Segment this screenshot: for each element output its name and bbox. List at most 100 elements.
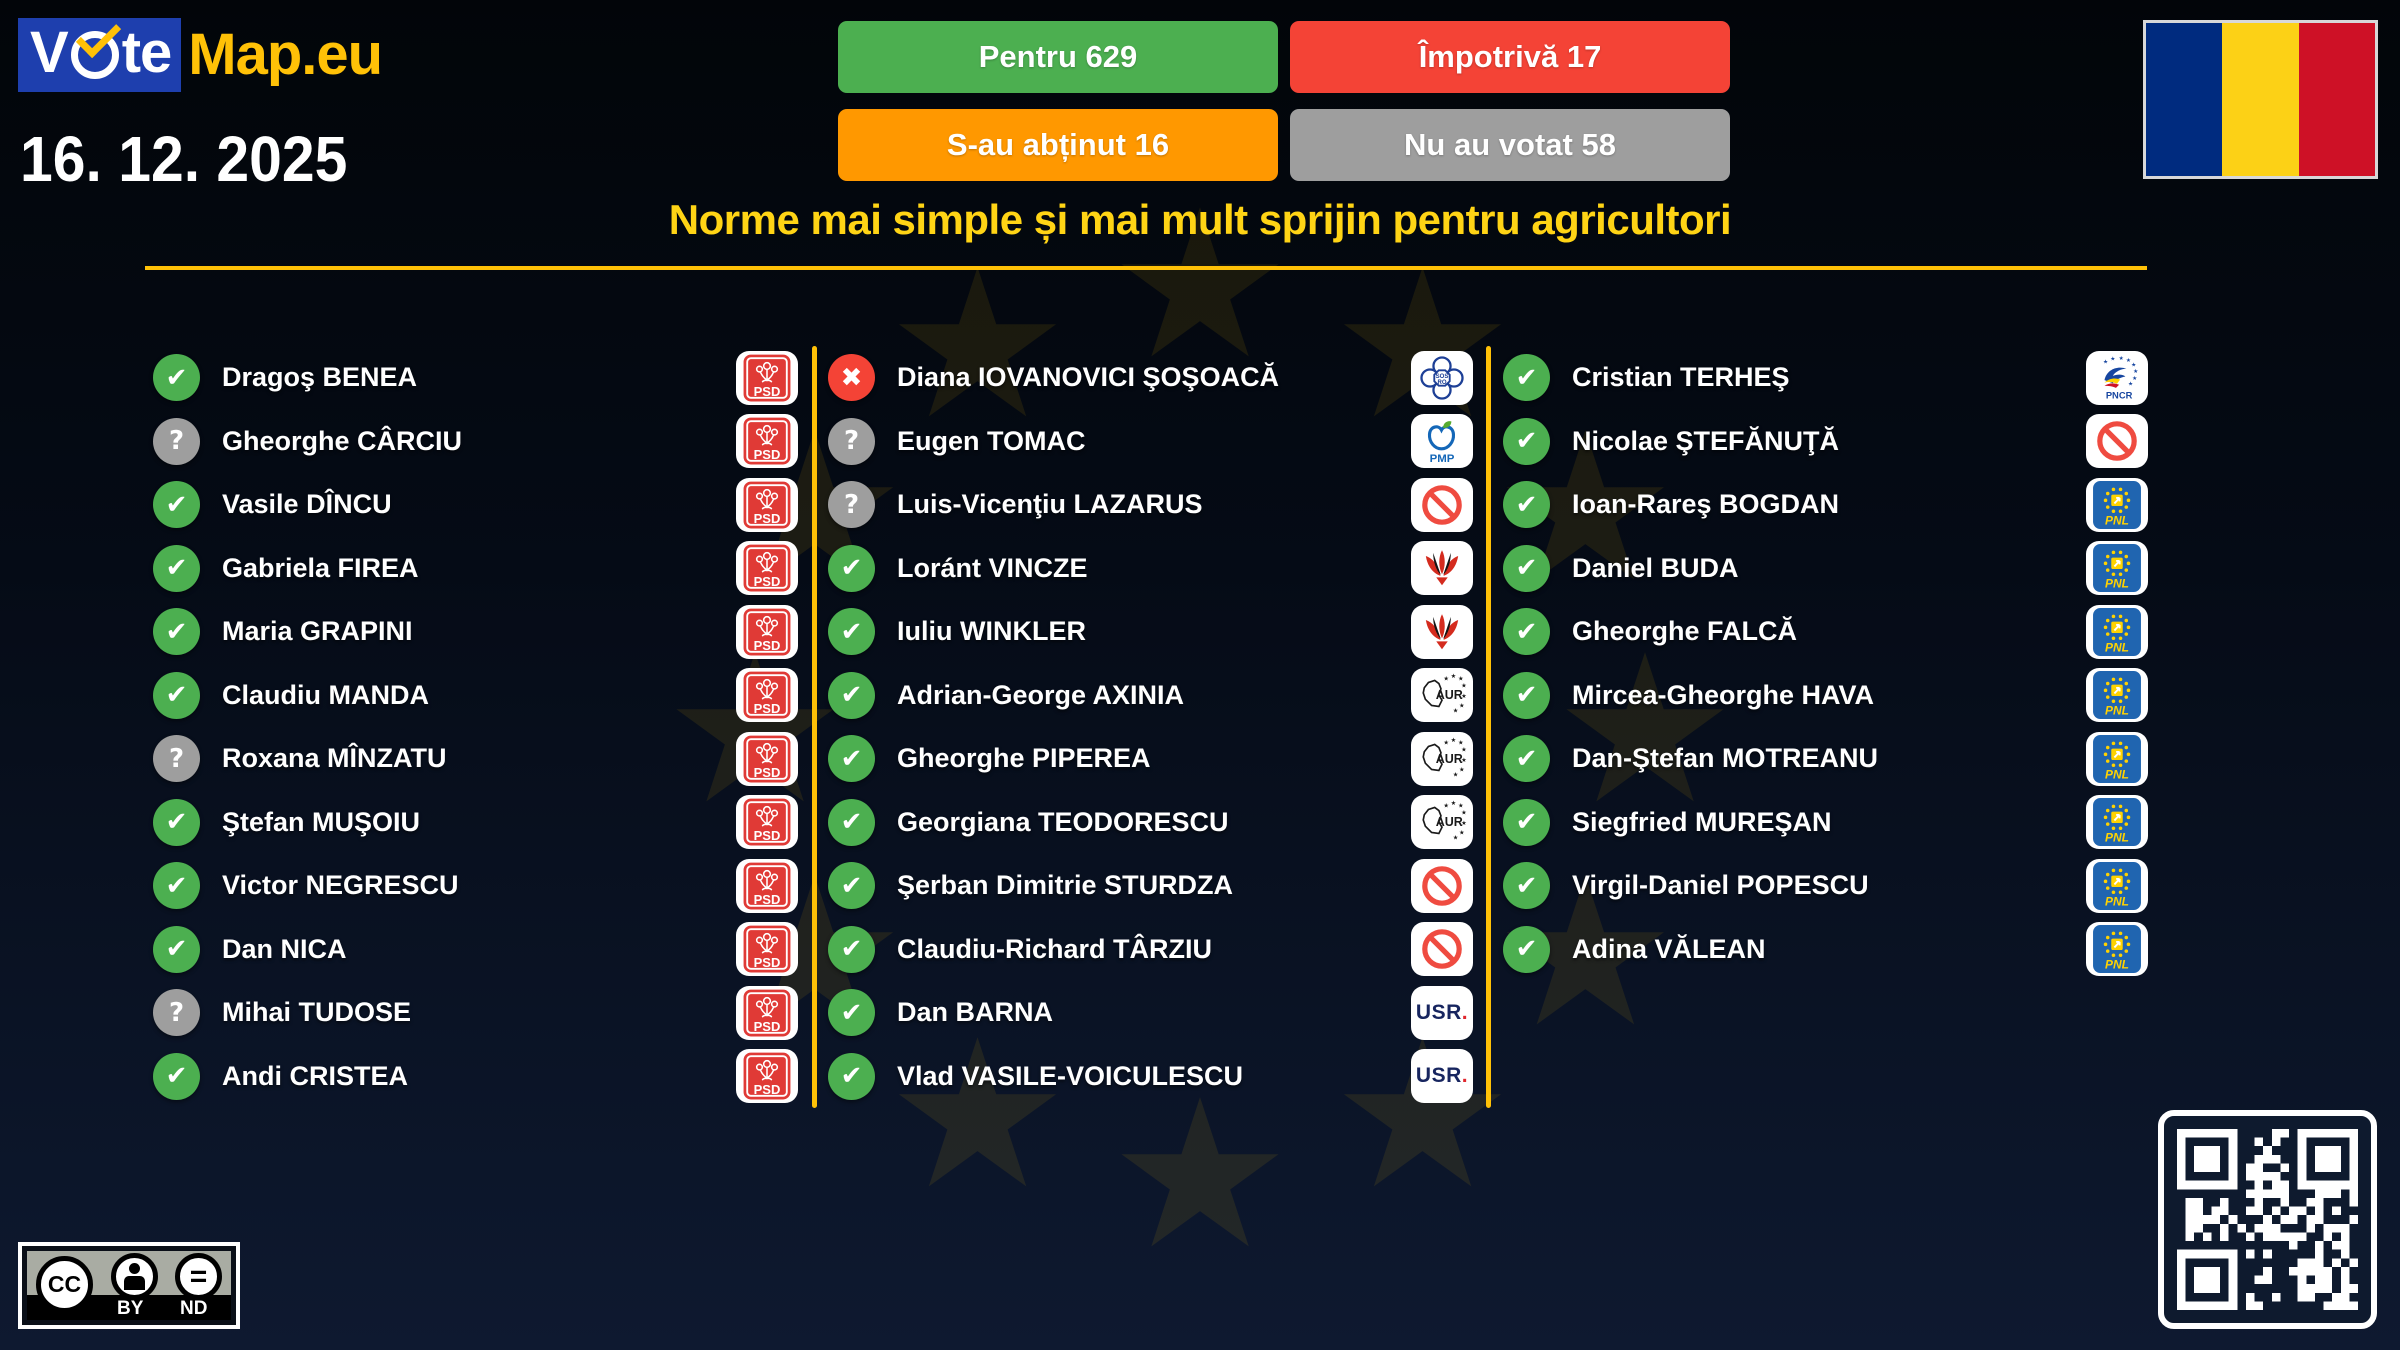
- member-row: ✔ Victor NEGRESCU PSD: [153, 854, 798, 918]
- member-row: ✖ Diana IOVANOVICI ŞOŞOACĂ SOS RO: [828, 346, 1473, 410]
- member-row: ✔ Dragoş BENEA PSD: [153, 346, 798, 410]
- svg-text:PSD: PSD: [754, 447, 781, 462]
- party-logo-udmr: [1411, 541, 1473, 596]
- vote-icon-pentru: ✔: [828, 544, 875, 592]
- summary-abtinut-button[interactable]: S-au abținut 16: [838, 109, 1278, 181]
- party-logo-pnl: PNL: [2086, 477, 2148, 532]
- summary-nuavotat-button[interactable]: Nu au votat 58: [1290, 109, 1730, 181]
- member-row: ✔ Ioan-Rareş BOGDAN PNL: [1503, 473, 2148, 537]
- member-row: ✔ Adrian-George AXINIA AUR ★ ★ ★ ★ ★ ★ ★: [828, 664, 1473, 728]
- party-logo-psd: PSD: [736, 731, 798, 786]
- vote-icon-pentru: ✔: [153, 671, 200, 719]
- svg-text:★: ★: [1461, 693, 1467, 700]
- svg-text:★: ★: [1451, 737, 1457, 744]
- member-name: Victor NEGRESCU: [222, 870, 459, 901]
- usr-logo-text: USR.: [1415, 1064, 1469, 1088]
- svg-text:PSD: PSD: [754, 955, 781, 970]
- svg-text:★: ★: [1451, 673, 1457, 680]
- svg-text:PNL: PNL: [2105, 640, 2129, 654]
- aur-logo-graphic: AUR ★ ★ ★ ★★★★: [1422, 800, 1467, 842]
- aur-logo-graphic: AUR ★ ★ ★ ★★★★: [1422, 737, 1467, 778]
- pnl-logo-graphic: PNL: [2093, 671, 2141, 720]
- party-logo-pnl: PNL: [2086, 731, 2148, 786]
- pnl-logo-graphic: PNL: [2093, 480, 2141, 529]
- vote-icon-pentru: ✔: [828, 735, 875, 783]
- svg-text:PMP: PMP: [1430, 453, 1455, 465]
- member-row: ✔ Virgil-Daniel POPESCU PNL: [1503, 854, 2148, 918]
- svg-text:★: ★: [1461, 820, 1467, 827]
- member-name: Andi CRISTEA: [222, 1060, 408, 1091]
- svg-text:AUR: AUR: [1436, 752, 1463, 766]
- member-row: ✔ Gheorghe FALCĂ PNL: [1503, 600, 2148, 664]
- pmp-logo-graphic: PMP: [1427, 421, 1456, 465]
- vote-icon-pentru: ✔: [828, 862, 875, 910]
- member-name: Virgil-Daniel POPESCU: [1572, 870, 1869, 901]
- summary-impotriva-button[interactable]: Împotrivă 17: [1290, 21, 1730, 93]
- psd-logo-graphic: PSD: [743, 989, 791, 1037]
- psd-logo-graphic: PSD: [743, 481, 791, 529]
- party-logo-pmp: PMP: [1411, 414, 1473, 469]
- cc-icon: CC: [36, 1256, 93, 1313]
- svg-text:SOS: SOS: [1436, 374, 1449, 380]
- svg-text:PSD: PSD: [754, 1019, 781, 1034]
- vote-summary: Pentru 629 Împotrivă 17 S-au abținut 16 …: [838, 21, 1730, 181]
- member-row: ? Mihai TUDOSE PSD: [153, 981, 798, 1045]
- party-logo-psd: PSD: [736, 477, 798, 532]
- checkmark-icon: [75, 12, 121, 59]
- member-name: Dan BARNA: [897, 997, 1054, 1028]
- party-logo-pnl: PNL: [2086, 668, 2148, 723]
- vote-icon-pentru: ✔: [1503, 417, 1550, 465]
- usr-logo-text: USR.: [1415, 1000, 1469, 1024]
- vote-icon-pentru: ✔: [1503, 798, 1550, 846]
- logo-text-map-eu: Map.eu: [188, 22, 383, 87]
- party-logo-psd: PSD: [736, 604, 798, 659]
- vote-icon-necunoscut: ?: [153, 989, 200, 1037]
- summary-pentru-button[interactable]: Pentru 629: [838, 21, 1278, 93]
- party-logo-aur: AUR ★ ★ ★ ★ ★ ★ ★: [1411, 668, 1473, 723]
- vote-icon-pentru: ✔: [1503, 481, 1550, 529]
- svg-text:★: ★: [1461, 810, 1467, 817]
- svg-text:PSD: PSD: [754, 765, 781, 780]
- member-name: Vlad VASILE-VOICULESCU: [897, 1060, 1244, 1091]
- member-name: Adina VĂLEAN: [1572, 933, 1766, 964]
- title-rule: [145, 266, 2147, 270]
- svg-text:★: ★: [2110, 355, 2115, 362]
- svg-text:★: ★: [2128, 380, 2133, 387]
- member-name: Dan NICA: [222, 933, 347, 964]
- member-name: Ştefan MUŞOIU: [222, 806, 421, 837]
- vote-icon-pentru: ✔: [153, 862, 200, 910]
- member-row: ✔ Georgiana TEODORESCU AUR ★ ★ ★ ★ ★ ★ ★: [828, 791, 1473, 855]
- psd-logo-graphic: PSD: [743, 608, 791, 656]
- member-name: Mihai TUDOSE: [222, 997, 412, 1028]
- vote-icon-pentru: ✔: [153, 544, 200, 592]
- no-party-graphic: [1422, 865, 1462, 906]
- vote-icon-pentru: ✔: [153, 925, 200, 973]
- vote-icon-pentru: ✔: [153, 798, 200, 846]
- party-logo-pnl: PNL: [2086, 795, 2148, 850]
- member-name: Dragoş BENEA: [222, 362, 418, 393]
- vote-icon-pentru: ✔: [828, 1052, 875, 1100]
- member-row: ? Eugen TOMAC PMP: [828, 410, 1473, 474]
- member-row: ✔ Gheorghe PIPEREA AUR ★ ★ ★ ★ ★ ★ ★: [828, 727, 1473, 791]
- party-logo-psd: PSD: [736, 541, 798, 596]
- svg-text:★: ★: [1459, 830, 1465, 837]
- member-name: Gheorghe CÂRCIU: [222, 425, 463, 456]
- logo-o-ring: [70, 12, 121, 79]
- svg-text:PSD: PSD: [754, 638, 781, 653]
- svg-text:PSD: PSD: [754, 828, 781, 843]
- vote-icon-pentru: ✔: [828, 989, 875, 1037]
- psd-logo-graphic: PSD: [743, 735, 791, 783]
- party-logo-pnl: PNL: [2086, 604, 2148, 659]
- member-row: ✔ Iuliu WINKLER: [828, 600, 1473, 664]
- member-name: Ioan-Rareş BOGDAN: [1572, 489, 1840, 520]
- vote-icon-pentru: ✔: [1503, 735, 1550, 783]
- vote-title: Norme mai simple și mai mult sprijin pen…: [668, 196, 1732, 243]
- party-logo-ind: [1411, 477, 1473, 532]
- vote-icon-pentru: ✔: [153, 1052, 200, 1100]
- member-name: Cristian TERHEŞ: [1572, 362, 1790, 393]
- vote-icon-pentru: ✔: [153, 354, 200, 402]
- member-row: ✔ Dan-Ştefan MOTREANU PNL: [1503, 727, 2148, 791]
- vote-icon-pentru: ✔: [1503, 925, 1550, 973]
- member-name: Roxana MÎNZATU: [222, 743, 447, 774]
- member-row: ✔ Vlad VASILE-VOICULESCU USR.: [828, 1045, 1473, 1109]
